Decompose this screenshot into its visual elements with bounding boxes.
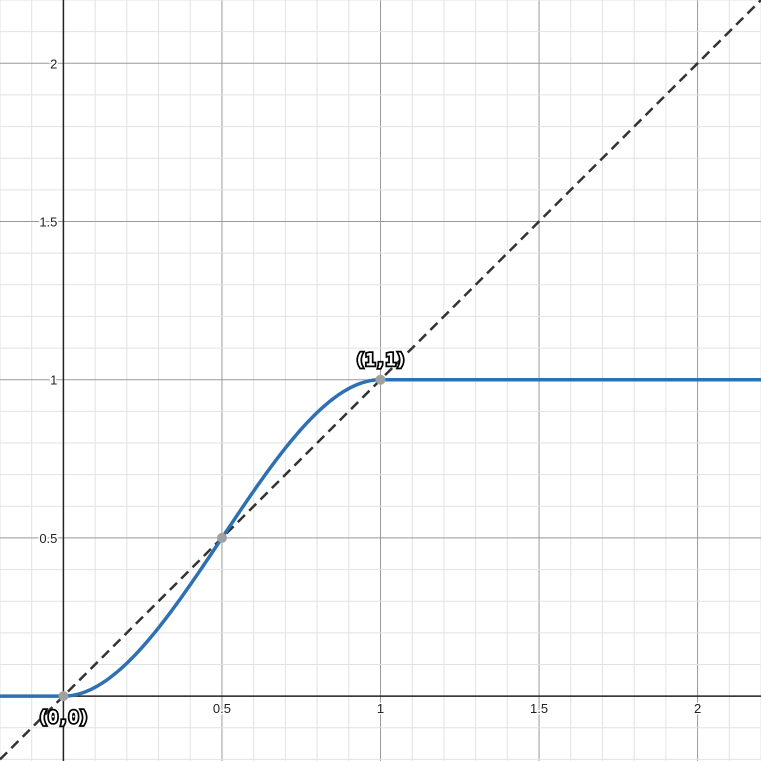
- x-tick-label: 1: [377, 701, 384, 716]
- data-point: [375, 374, 386, 385]
- y-tick-label: 2: [50, 56, 57, 71]
- y-tick-label: 0.5: [39, 531, 57, 546]
- data-point: [58, 691, 69, 702]
- y-tick-label: 1.5: [39, 214, 57, 229]
- point-label: (0,0): [38, 708, 89, 728]
- y-tick-label: 1: [50, 373, 57, 388]
- x-tick-label: 2: [694, 701, 701, 716]
- data-point: [216, 532, 227, 543]
- x-tick-label: 1.5: [530, 701, 548, 716]
- point-label: (1,1): [355, 351, 406, 371]
- x-tick-label: 0.5: [213, 701, 231, 716]
